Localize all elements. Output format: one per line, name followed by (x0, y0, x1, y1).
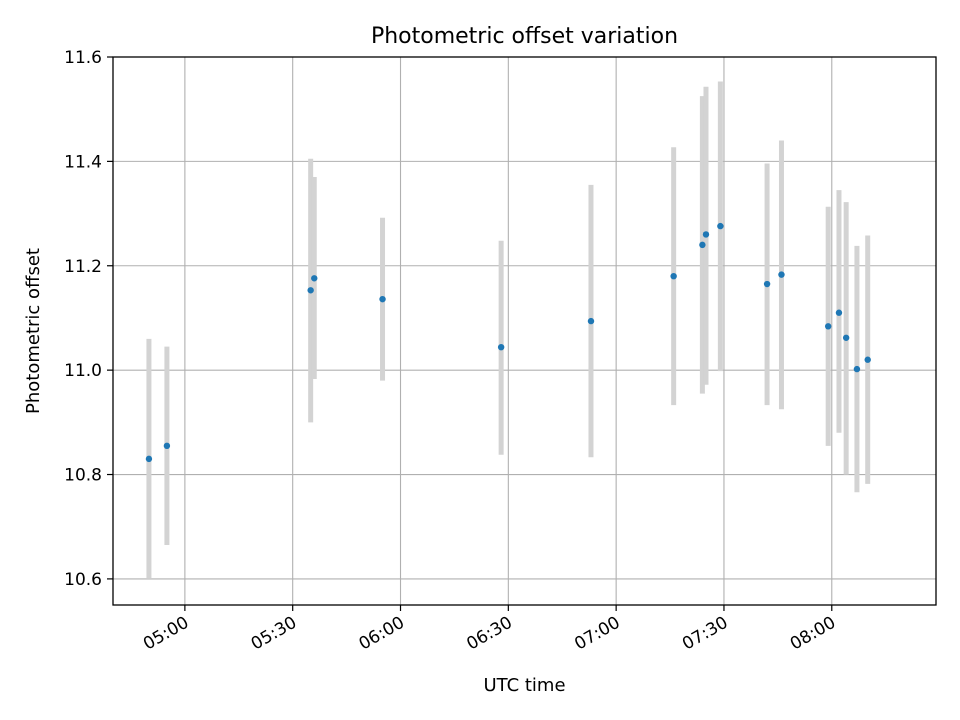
chart-title: Photometric offset variation (371, 24, 678, 49)
y-tick-label: 11.2 (64, 257, 102, 277)
y-tick-label: 11.0 (64, 361, 102, 381)
data-point (824, 323, 832, 330)
data-point (307, 287, 314, 294)
data-point (763, 280, 771, 288)
data-point (379, 295, 386, 303)
y-tick-label: 11.6 (64, 48, 102, 68)
data-point (702, 231, 710, 238)
y-axis-label: Photometric offset (23, 248, 44, 414)
y-tick-label: 10.6 (64, 570, 102, 590)
data-points (145, 222, 871, 463)
data-point (699, 241, 706, 249)
data-point (717, 222, 724, 230)
data-point (497, 343, 505, 351)
data-point (670, 273, 677, 280)
plot-frame (112, 56, 937, 606)
data-point (864, 356, 871, 363)
data-point (587, 317, 595, 325)
data-point (842, 334, 850, 341)
data-point (853, 365, 861, 373)
data-point (835, 309, 843, 316)
data-point (163, 442, 171, 450)
y-tick-label: 11.4 (64, 152, 102, 172)
data-point (311, 275, 318, 282)
data-point (145, 455, 153, 463)
y-tick-label: 10.8 (64, 466, 102, 486)
x-axis-label: UTC time (483, 675, 565, 696)
data-point (778, 271, 785, 278)
